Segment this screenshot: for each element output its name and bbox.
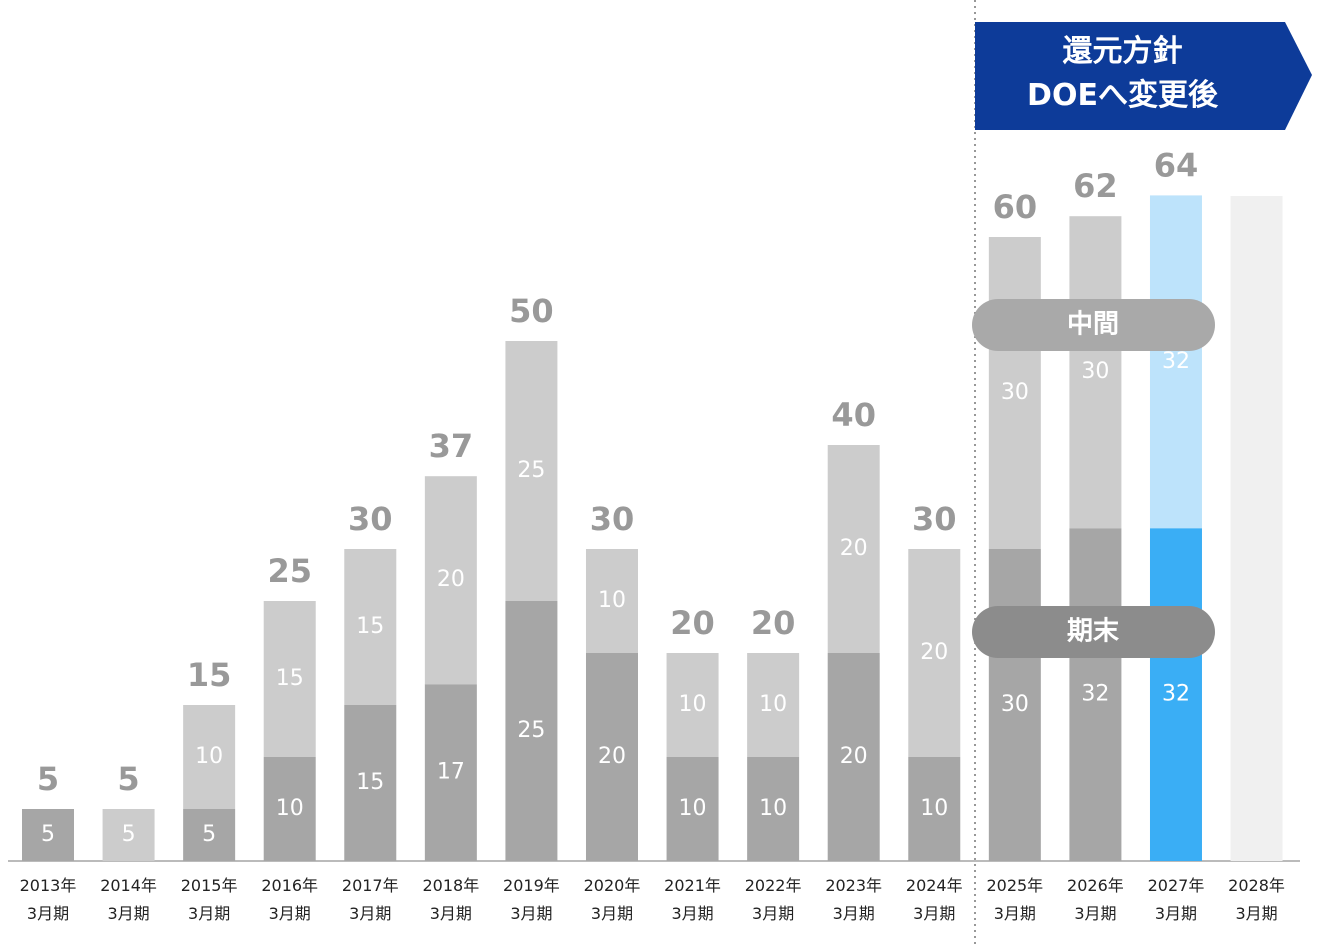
bar-segment (183, 809, 236, 861)
bar-segment (988, 549, 1041, 861)
legend-pill (972, 606, 1215, 658)
segment-label: 20 (437, 567, 465, 592)
x-tick-label: 2018年 3月期 (422, 876, 480, 923)
segment-label: 10 (195, 744, 223, 769)
segment-label: 10 (679, 796, 707, 821)
total-label: 62 (1073, 167, 1118, 205)
segment-label: 17 (437, 760, 465, 785)
total-label: 64 (1154, 146, 1199, 184)
segment-label: 10 (679, 692, 707, 717)
bar-segment (183, 705, 236, 809)
x-tick-label: 2023年 3月期 (825, 876, 883, 923)
x-tick-label: 2028年 3月期 (1228, 876, 1285, 923)
segment-label: 32 (1162, 349, 1190, 374)
segment-label: 20 (840, 744, 868, 769)
total-label: 15 (187, 656, 232, 694)
segment-label: 20 (598, 744, 626, 769)
bar-segment (827, 653, 880, 861)
bar-segment (585, 549, 638, 653)
bar-segment (344, 705, 397, 861)
total-label: 30 (348, 500, 393, 538)
total-label: 5 (117, 760, 139, 798)
legend-label: 中間 (1067, 310, 1119, 340)
bar-segment (666, 653, 719, 757)
bar-segment (747, 757, 800, 861)
x-tick-label: 2017年 3月期 (341, 876, 399, 923)
total-label: 25 (267, 552, 312, 590)
legend-pill (972, 299, 1215, 351)
bar-segment (102, 809, 155, 861)
segment-label: 10 (759, 796, 787, 821)
segment-label: 15 (276, 666, 304, 691)
segment-label: 30 (1001, 692, 1029, 717)
bar-segment (1069, 528, 1122, 861)
x-tick-label: 2013年 3月期 (19, 876, 77, 923)
segment-label: 32 (1081, 682, 1109, 707)
bar-segment (424, 476, 477, 685)
segment-label: 15 (356, 770, 384, 795)
total-label: 40 (831, 396, 876, 434)
total-label: 20 (670, 604, 715, 642)
total-label: 60 (993, 188, 1038, 226)
bar-segment (1149, 195, 1202, 529)
total-label: 20 (751, 604, 796, 642)
x-tick-label: 2022年 3月期 (744, 876, 802, 923)
x-tick-label: 2016年 3月期 (261, 876, 319, 923)
segment-label: 15 (356, 614, 384, 639)
bar-segment (263, 601, 316, 757)
legend-label: 期末 (1067, 617, 1120, 647)
segment-label: 10 (759, 692, 787, 717)
segment-label: 10 (276, 796, 304, 821)
bar-segment (1149, 528, 1202, 861)
total-label: 30 (590, 500, 635, 538)
total-label: 37 (429, 427, 474, 465)
x-tick-label: 2015年 3月期 (180, 876, 238, 923)
segment-label: 5 (41, 822, 55, 847)
bar-segment (344, 549, 397, 705)
x-tick-label: 2027年 3月期 (1147, 876, 1205, 923)
bar-segment (424, 684, 477, 861)
segment-label: 10 (920, 796, 948, 821)
x-tick-label: 2020年 3月期 (583, 876, 641, 923)
segment-label: 5 (122, 822, 136, 847)
segment-label: 30 (1001, 380, 1029, 405)
segment-label: 30 (1081, 359, 1109, 384)
bar-segment (505, 601, 558, 861)
bar-segment (908, 549, 961, 757)
x-tick-label: 2014年 3月期 (100, 876, 157, 923)
bar-segment (908, 757, 961, 861)
segment-label: 32 (1162, 682, 1190, 707)
bar-segment (747, 653, 800, 757)
bar-segment (263, 757, 316, 861)
placeholder-bar (1230, 196, 1283, 861)
total-label: 30 (912, 500, 957, 538)
banner-arrow (975, 22, 1312, 130)
bar-segment (22, 809, 74, 861)
total-label: 50 (509, 292, 554, 330)
bar-segment (827, 445, 880, 653)
segment-label: 25 (517, 458, 545, 483)
segment-label: 20 (840, 536, 868, 561)
segment-label: 10 (598, 588, 626, 613)
segment-label: 25 (517, 718, 545, 743)
segment-label: 5 (202, 822, 216, 847)
x-tick-label: 2021年 3月期 (664, 876, 721, 923)
x-tick-label: 2019年 3月期 (503, 876, 560, 923)
segment-label: 20 (920, 640, 948, 665)
annotation: 還元方針 DOEへ変更後 (1027, 34, 1218, 113)
x-tick-label: 2026年 3月期 (1067, 876, 1124, 923)
bar-segment (666, 757, 719, 861)
bar-segment (1069, 216, 1122, 529)
bar-segment (505, 341, 558, 601)
bar-segment (585, 653, 638, 861)
total-label: 5 (37, 760, 59, 798)
bar-segment (988, 237, 1041, 549)
x-tick-label: 2024年 3月期 (905, 876, 963, 923)
x-tick-label: 2025年 3月期 (986, 876, 1044, 923)
